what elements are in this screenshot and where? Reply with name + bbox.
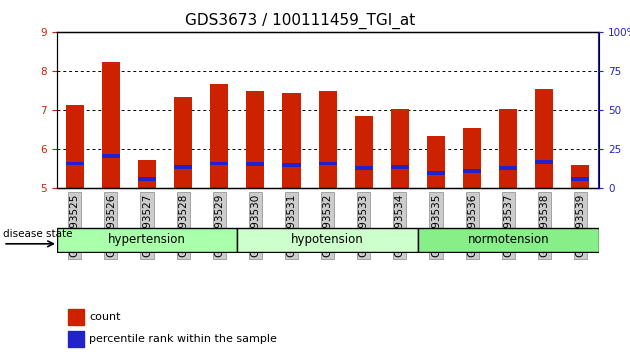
Text: hypotension: hypotension xyxy=(291,233,364,246)
FancyBboxPatch shape xyxy=(238,228,418,252)
Bar xyxy=(282,93,301,188)
Bar xyxy=(536,90,553,188)
Bar xyxy=(102,154,120,158)
Bar xyxy=(427,136,445,188)
Bar xyxy=(355,166,373,170)
Bar xyxy=(138,160,156,188)
Bar xyxy=(463,169,481,173)
Bar xyxy=(138,177,156,181)
Bar xyxy=(174,97,192,188)
Bar xyxy=(499,109,517,188)
Bar xyxy=(499,166,517,170)
Bar xyxy=(210,161,228,165)
Text: normotension: normotension xyxy=(467,233,549,246)
Bar xyxy=(536,160,553,164)
Bar xyxy=(67,331,84,347)
Bar xyxy=(355,115,373,188)
FancyBboxPatch shape xyxy=(57,228,238,252)
Text: count: count xyxy=(89,312,121,322)
Bar xyxy=(571,177,590,181)
Bar xyxy=(319,161,336,165)
Bar xyxy=(391,165,409,169)
Bar xyxy=(463,129,481,188)
Bar xyxy=(66,161,84,165)
Bar xyxy=(319,91,336,188)
Bar xyxy=(210,84,228,188)
FancyBboxPatch shape xyxy=(418,228,598,252)
Bar xyxy=(67,309,84,325)
Bar xyxy=(391,109,409,188)
Bar xyxy=(102,62,120,188)
Text: hypertension: hypertension xyxy=(108,233,186,246)
Bar xyxy=(282,163,301,167)
Text: percentile rank within the sample: percentile rank within the sample xyxy=(89,334,277,344)
Title: GDS3673 / 100111459_TGI_at: GDS3673 / 100111459_TGI_at xyxy=(185,13,416,29)
Bar xyxy=(246,162,265,166)
Bar xyxy=(174,165,192,169)
Bar xyxy=(246,91,265,188)
Bar xyxy=(66,105,84,188)
Bar xyxy=(571,165,590,188)
Text: disease state: disease state xyxy=(3,229,72,239)
Bar xyxy=(427,171,445,175)
